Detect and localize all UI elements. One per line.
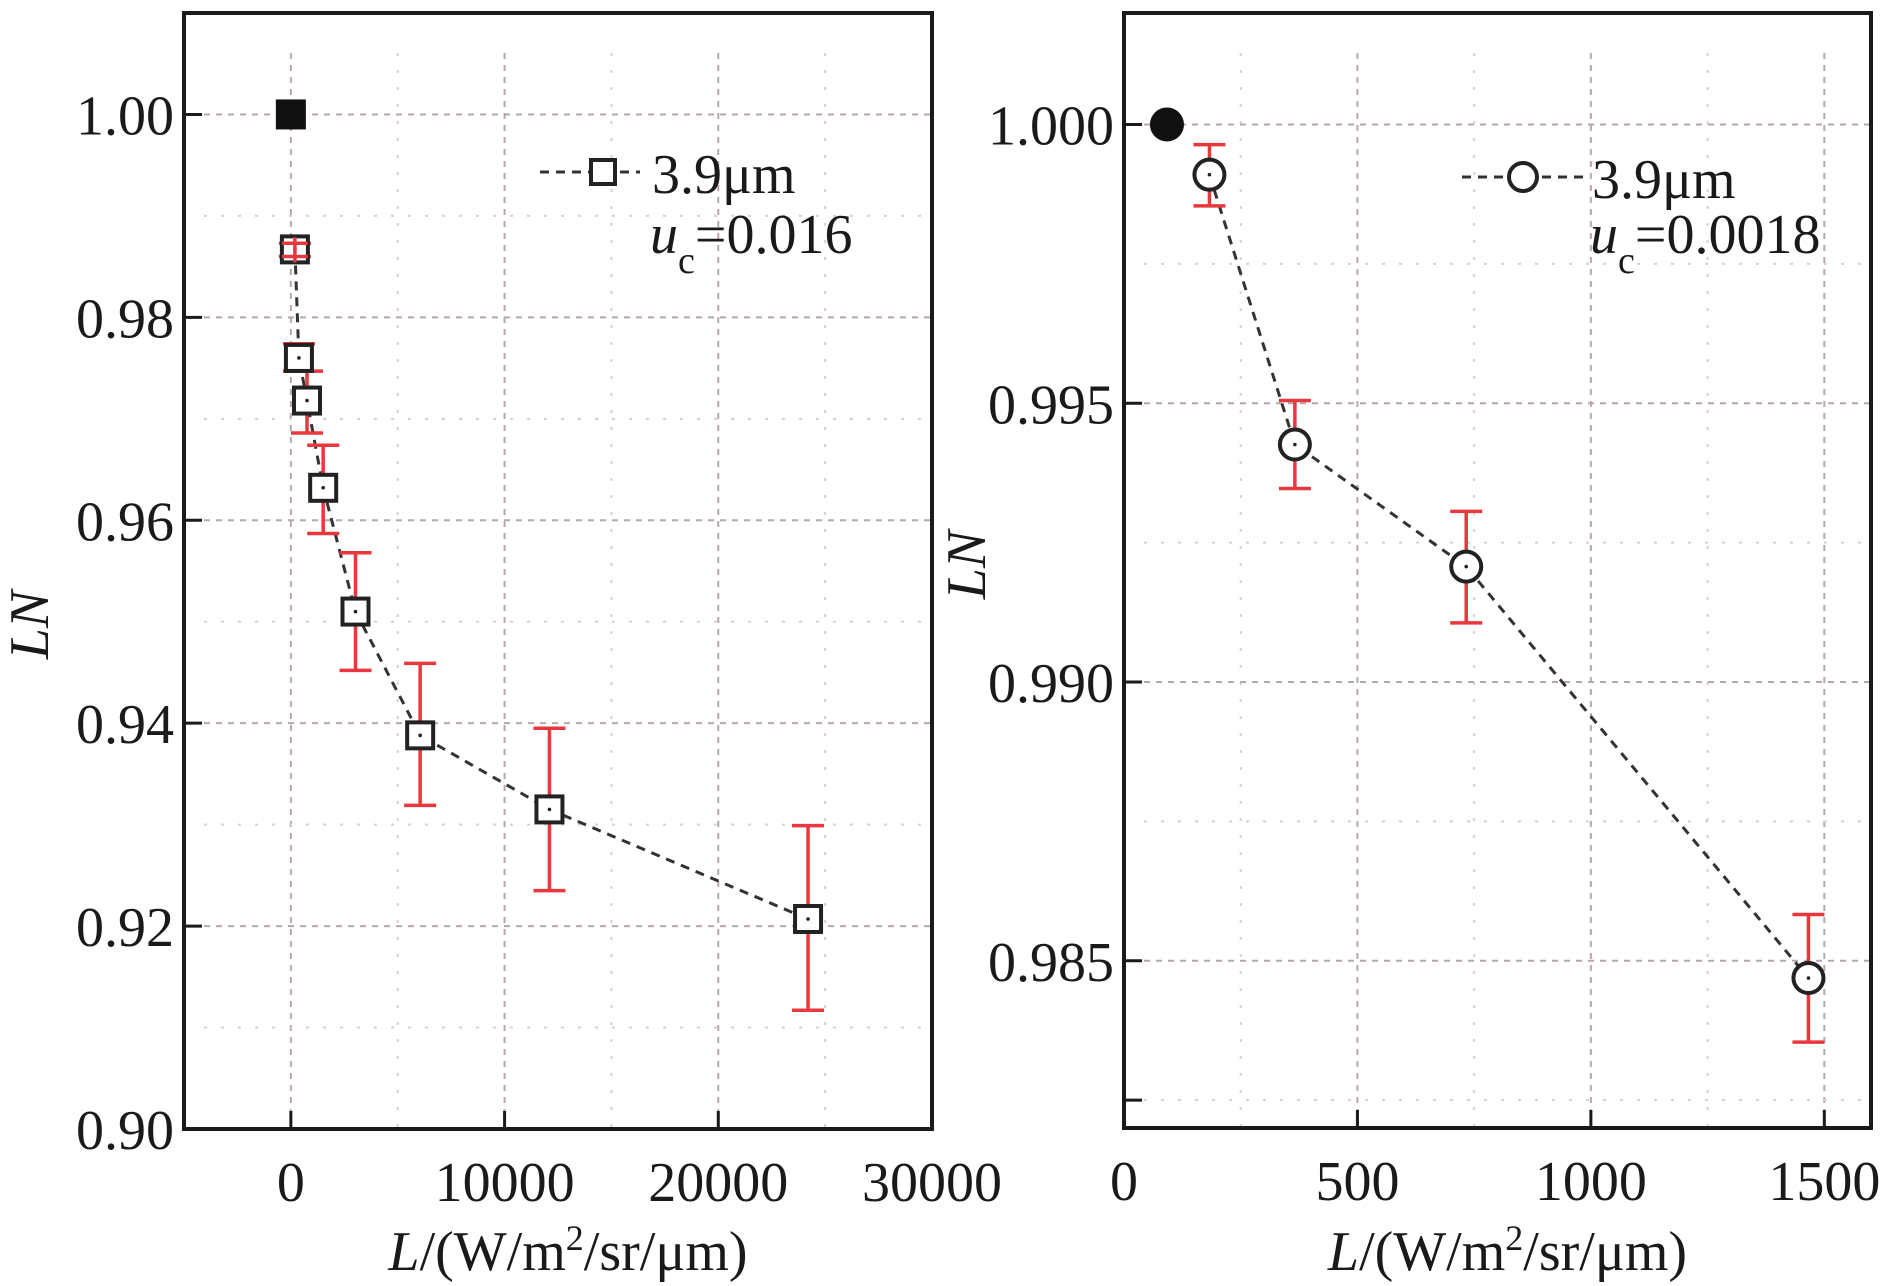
left-uc-symbol: u	[650, 204, 678, 266]
right-chart-panel: 0 500 1000 1500 0.985 0.990 0.995 1.000 LN L/(W…	[936, 11, 1880, 1283]
left-legend: 3.9μm uc=0.016	[540, 144, 852, 282]
right-x-tick-label: 0	[1110, 1151, 1138, 1213]
left-axis-ticks	[184, 112, 720, 1131]
right-y-tick-label: 0.990	[988, 653, 1114, 715]
right-y-tick-label: 0.985	[988, 932, 1114, 994]
right-data-point-center	[1806, 976, 1811, 980]
right-data-point-center	[1464, 564, 1469, 569]
left-data-point-center	[806, 917, 810, 921]
left-uc-value: =0.016	[695, 204, 853, 266]
left-x-axis-title-sup: 2	[566, 1218, 584, 1258]
left-x-axis-title-tail: /sr/μm)	[584, 1221, 748, 1283]
right-plot-frame	[1122, 11, 1873, 1130]
left-y-tick-label: 0.98	[76, 288, 174, 350]
left-legend-square-marker	[589, 158, 617, 186]
left-legend-label: 3.9μm	[652, 144, 796, 206]
right-y-axis-title: LN	[936, 528, 998, 600]
left-chart-panel: 0 10000 20000 30000 0.90 0.92 0.94 0.96 0.98 1.00…	[0, 11, 1002, 1283]
right-x-axis-title-unit: /(W/m	[1359, 1221, 1505, 1283]
left-x-tick-label: 30000	[862, 1152, 1002, 1214]
left-uc-subscript: c	[678, 240, 695, 282]
left-reference-marker	[275, 99, 306, 130]
right-series-line	[1207, 174, 1810, 979]
right-legend-uncertainty: uc=0.0018	[1590, 204, 1820, 282]
right-x-axis-title-symbol: L	[1327, 1221, 1359, 1283]
left-y-tick-label: 1.00	[76, 85, 174, 147]
left-y-tick-label: 0.94	[76, 694, 174, 756]
right-data-point-center	[1293, 442, 1297, 447]
left-data-point-center	[321, 486, 325, 490]
left-x-axis-title-unit: /(W/m	[420, 1221, 566, 1283]
left-x-tick-label: 0	[277, 1152, 305, 1214]
left-data-point-center	[547, 807, 552, 812]
right-reference-marker	[1149, 107, 1184, 142]
right-data-point-center	[1207, 172, 1212, 177]
left-x-axis-title-symbol: L	[387, 1221, 419, 1283]
right-uc-symbol: u	[1590, 204, 1618, 266]
right-tick-labels: 0 500 1000 1500 0.985 0.990 0.995 1.000	[988, 96, 1880, 1214]
right-x-tick-label: 1500	[1768, 1151, 1880, 1213]
right-series	[1149, 107, 1826, 1044]
right-uc-subscript: c	[1618, 240, 1635, 282]
left-y-tick-label: 0.96	[76, 491, 174, 553]
left-series	[275, 99, 825, 1013]
left-y-tick-label: 0.90	[76, 1100, 174, 1162]
right-x-axis-title: L/(W/m2/sr/μm)	[1327, 1218, 1687, 1283]
right-legend-circle-marker	[1507, 161, 1539, 193]
right-legend-label: 3.9μm	[1592, 149, 1736, 211]
left-y-axis-title: LN	[0, 588, 61, 660]
left-grid	[204, 53, 932, 1129]
left-x-tick-label: 10000	[435, 1152, 575, 1214]
right-grid	[1144, 53, 1871, 1128]
right-axis-ticks	[1124, 123, 1826, 1128]
right-x-axis-title-sup: 2	[1505, 1218, 1523, 1258]
left-data-point	[308, 472, 339, 503]
left-plot-frame	[182, 11, 934, 1131]
left-y-tick-label: 0.92	[76, 897, 174, 959]
right-uc-value: =0.0018	[1635, 204, 1821, 266]
left-x-tick-label: 20000	[648, 1152, 788, 1214]
right-x-axis-title-tail: /sr/μm)	[1523, 1221, 1687, 1283]
left-data-point-center	[297, 356, 301, 360]
right-y-tick-label: 1.000	[988, 96, 1114, 158]
right-x-tick-label: 500	[1315, 1151, 1399, 1213]
left-legend-uncertainty: uc=0.016	[650, 204, 852, 282]
left-x-axis-title: L/(W/m2/sr/μm)	[387, 1218, 747, 1283]
left-tick-labels: 0 10000 20000 30000 0.90 0.92 0.94 0.96 0.98 1.00	[76, 85, 1002, 1214]
right-x-tick-label: 1000	[1535, 1151, 1647, 1213]
right-legend: 3.9μm uc=0.0018	[1462, 149, 1820, 282]
left-data-point-center	[418, 733, 422, 738]
left-data-point-center	[353, 609, 358, 614]
right-y-tick-label: 0.995	[988, 374, 1114, 436]
left-data-point-center	[305, 398, 309, 403]
